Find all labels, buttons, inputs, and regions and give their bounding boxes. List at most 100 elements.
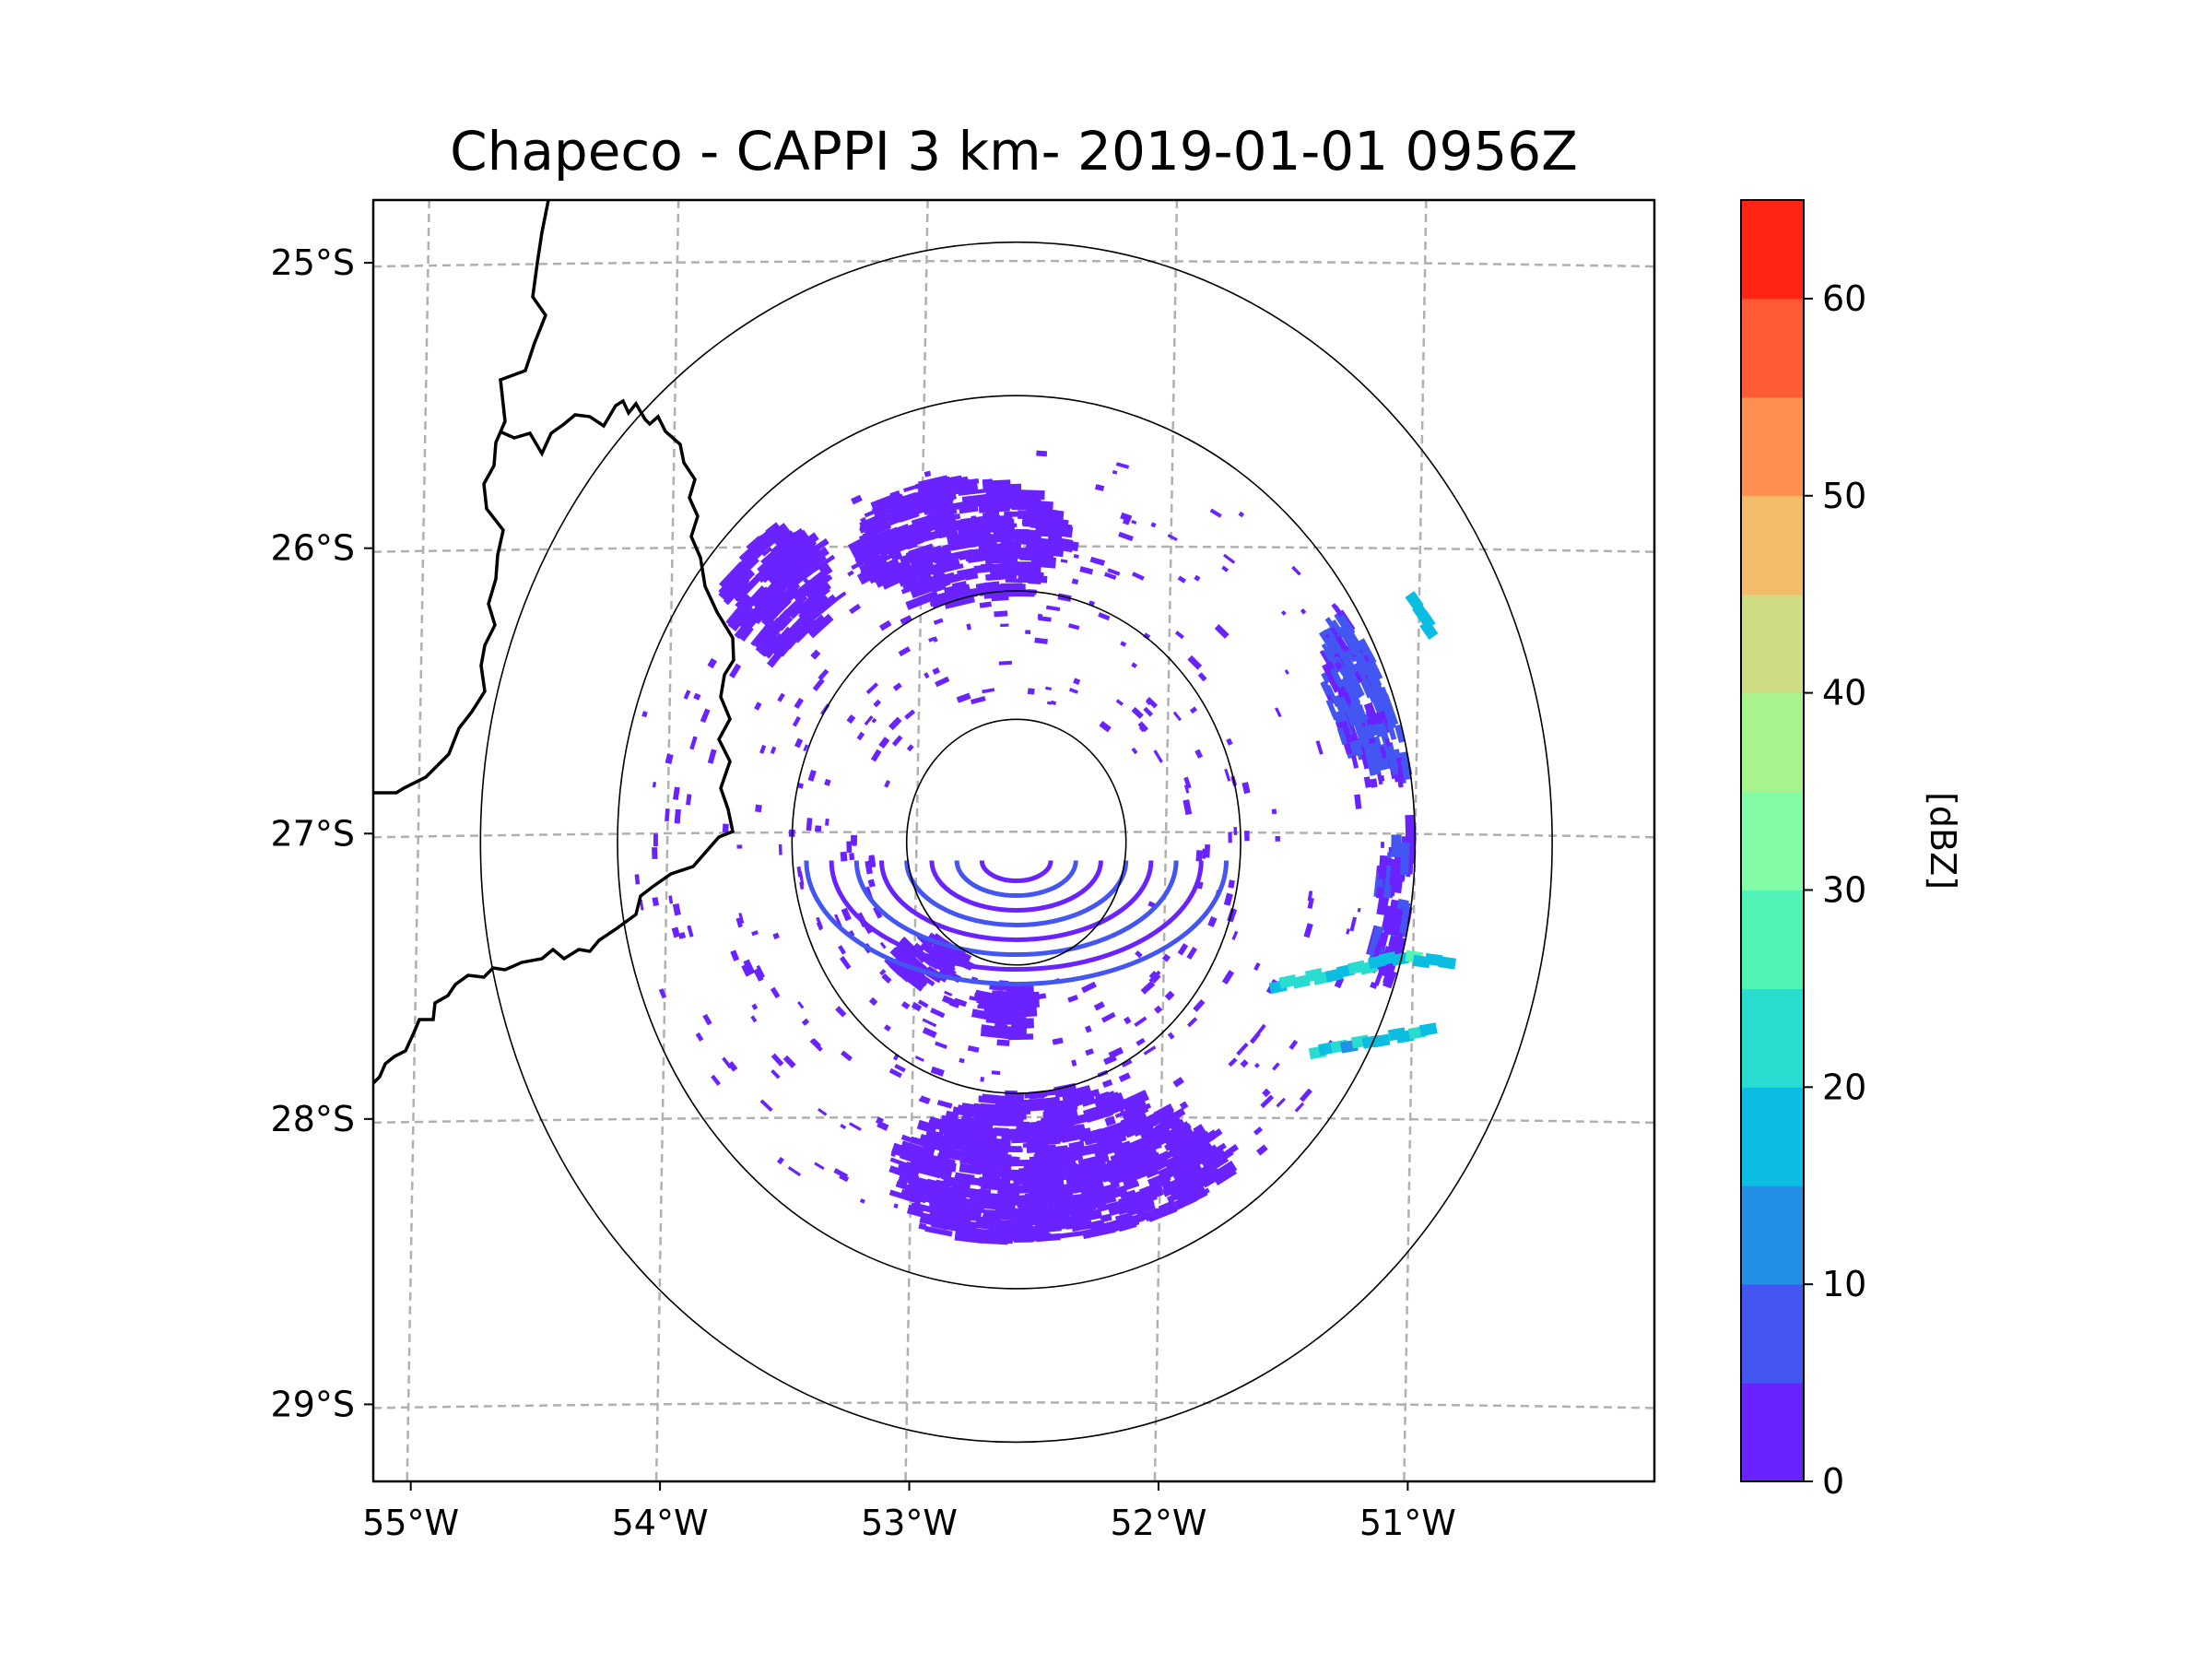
echo-speck bbox=[671, 926, 681, 938]
echo-speck bbox=[652, 897, 659, 906]
echo-speck bbox=[1331, 603, 1344, 618]
echo-speck bbox=[1193, 998, 1206, 1012]
echo-speck bbox=[794, 697, 804, 709]
echo-speck bbox=[772, 932, 780, 940]
echo-cell bbox=[1354, 723, 1369, 747]
near-radar-clutter-arcs bbox=[804, 860, 1229, 986]
echo-speck bbox=[652, 781, 657, 788]
echo-speck bbox=[1045, 605, 1061, 612]
echo-speck bbox=[1197, 672, 1207, 682]
echo-cell bbox=[865, 523, 888, 537]
echo-speck bbox=[1131, 662, 1137, 668]
echo-speck bbox=[798, 871, 805, 887]
echo-speck bbox=[900, 615, 912, 625]
echo-speck bbox=[1228, 1057, 1238, 1067]
echo-speck bbox=[879, 969, 887, 976]
gridline-lon-3 bbox=[1153, 200, 1179, 1481]
x-tick-label: 51°W bbox=[1359, 1503, 1456, 1543]
echo-cell bbox=[803, 591, 829, 615]
echo-speck bbox=[888, 716, 902, 731]
echo-speck bbox=[859, 1198, 865, 1204]
echo-speck bbox=[824, 778, 831, 786]
echo-speck bbox=[1183, 776, 1192, 789]
echo-cell bbox=[1116, 1120, 1135, 1132]
echo-cell bbox=[924, 1128, 944, 1144]
echo-speck bbox=[1068, 688, 1078, 694]
echo-cell bbox=[1392, 936, 1406, 950]
echo-speck bbox=[1209, 508, 1222, 518]
echo-cell bbox=[1021, 574, 1048, 584]
echo-speck bbox=[722, 823, 729, 833]
gridline-lon-2 bbox=[904, 200, 929, 1481]
echo-speck bbox=[1073, 678, 1081, 685]
echo-speck bbox=[1363, 655, 1371, 663]
echo-cell bbox=[940, 1115, 970, 1130]
echo-speck bbox=[1146, 697, 1159, 709]
echo-speck bbox=[711, 1074, 722, 1086]
colorbar-segment bbox=[1741, 1383, 1804, 1482]
clutter-arc bbox=[904, 860, 1129, 927]
echo-speck bbox=[891, 948, 903, 959]
echo-speck bbox=[1172, 711, 1182, 722]
echo-speck bbox=[991, 595, 1006, 601]
echo-speck bbox=[1187, 655, 1203, 670]
echo-speck bbox=[1299, 1088, 1312, 1103]
echo-speck bbox=[1112, 470, 1118, 475]
echo-speck bbox=[1396, 774, 1404, 788]
echo-speck bbox=[1150, 522, 1157, 528]
echo-speck bbox=[778, 843, 782, 855]
echo-speck bbox=[999, 1194, 1012, 1201]
echo-speck bbox=[1183, 784, 1190, 794]
band-cell bbox=[1438, 956, 1456, 970]
echo-cell bbox=[1159, 1126, 1182, 1144]
echo-cell bbox=[1037, 1134, 1058, 1143]
colorbar: 0 10 20 30 40 50 60 [dBZ] bbox=[1740, 199, 1963, 1502]
echo-cell bbox=[1159, 1174, 1171, 1184]
echo-speck bbox=[893, 1203, 899, 1209]
echo-speck bbox=[1241, 782, 1251, 795]
echo-speck bbox=[1174, 631, 1184, 640]
echo-speck bbox=[1081, 981, 1097, 994]
echo-speck bbox=[1143, 706, 1154, 717]
y-tick-label: 28°S bbox=[271, 1099, 355, 1139]
echo-cell bbox=[899, 550, 922, 566]
echo-speck bbox=[1094, 484, 1105, 491]
echo-cell bbox=[1074, 1093, 1096, 1106]
echo-cell bbox=[976, 1234, 1009, 1245]
echo-speck bbox=[901, 526, 912, 536]
echo-speck bbox=[935, 1041, 947, 1049]
echo-cell bbox=[926, 529, 943, 540]
echo-cell bbox=[924, 1225, 953, 1237]
echo-speck bbox=[1065, 525, 1073, 534]
y-tick-label: 29°S bbox=[271, 1384, 355, 1424]
echo-speck bbox=[932, 666, 941, 676]
echo-speck bbox=[841, 907, 852, 922]
echo-speck bbox=[793, 604, 803, 613]
echo-speck bbox=[1167, 1032, 1175, 1040]
echo-speck bbox=[1005, 537, 1015, 541]
x-axis: 55°W 54°W 53°W 52°W 51°W bbox=[362, 1481, 1456, 1543]
echo-speck bbox=[825, 818, 830, 826]
map-axes-background bbox=[373, 200, 1654, 1481]
echo-speck bbox=[792, 715, 801, 727]
echo-speck bbox=[787, 1166, 802, 1177]
echo-speck bbox=[955, 1210, 967, 1218]
echo-cell bbox=[1057, 1209, 1076, 1219]
echo-speck bbox=[1357, 907, 1361, 913]
echo-cell bbox=[746, 536, 763, 551]
echo-speck bbox=[1085, 1025, 1092, 1033]
echo-speck bbox=[974, 1170, 980, 1174]
echo-speck bbox=[1115, 699, 1124, 706]
range-ring-1 bbox=[791, 590, 1241, 1094]
echo-speck bbox=[672, 902, 681, 916]
echo-cell bbox=[902, 572, 933, 590]
echo-speck bbox=[1085, 1048, 1094, 1056]
echo-speck bbox=[1103, 1055, 1117, 1066]
echo-speck bbox=[1121, 1059, 1133, 1067]
enhanced-band-2 bbox=[1405, 949, 1456, 970]
echo-speck bbox=[869, 532, 878, 540]
echo-cell bbox=[1043, 1221, 1062, 1233]
echo-speck bbox=[1354, 670, 1363, 683]
map-axes-frame bbox=[371, 198, 1656, 1483]
echo-speck bbox=[1303, 923, 1313, 938]
